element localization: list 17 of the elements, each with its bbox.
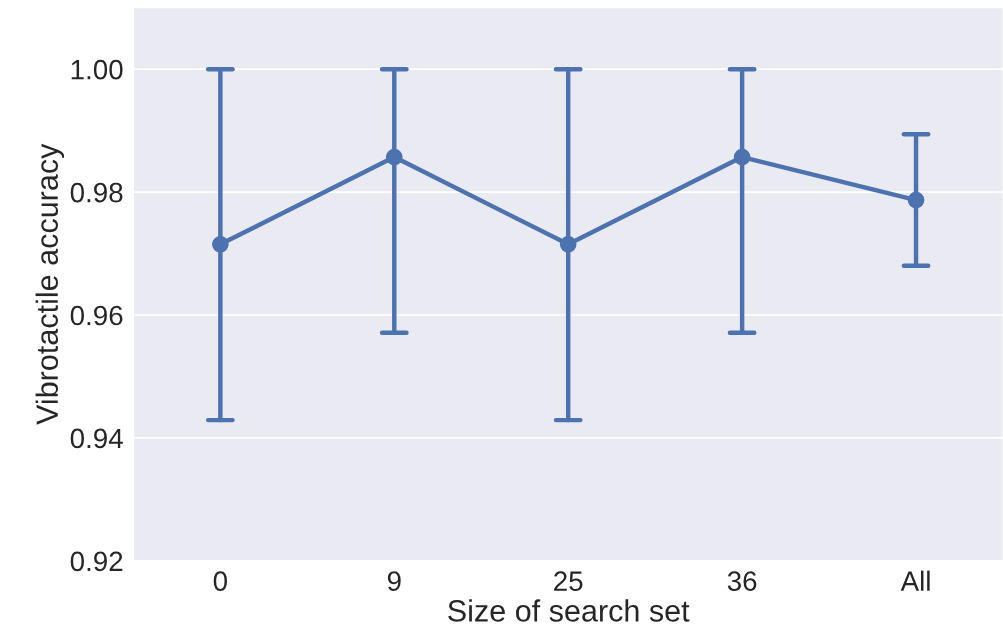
y-axis-title: Vibrotactile accuracy: [35, 143, 65, 425]
point: [385, 148, 403, 166]
x-axis-title: Size of search set: [448, 599, 690, 622]
x-tick-label: 9: [387, 571, 401, 591]
x-tick-label: 36: [727, 571, 757, 591]
y-tick-label: 0.94: [70, 428, 123, 449]
point: [907, 191, 925, 209]
point: [559, 235, 577, 253]
x-tick-label: 25: [554, 571, 583, 591]
y-tick-label: 1.00: [71, 59, 123, 80]
point: [212, 235, 229, 253]
y-tick-label: 0.96: [70, 305, 123, 326]
x-tick-label: All: [900, 570, 930, 591]
x-tick-label: 0: [213, 571, 227, 591]
y-tick-label: 0.92: [70, 551, 123, 572]
y-tick-label: 0.98: [70, 182, 123, 203]
point: [733, 148, 751, 166]
